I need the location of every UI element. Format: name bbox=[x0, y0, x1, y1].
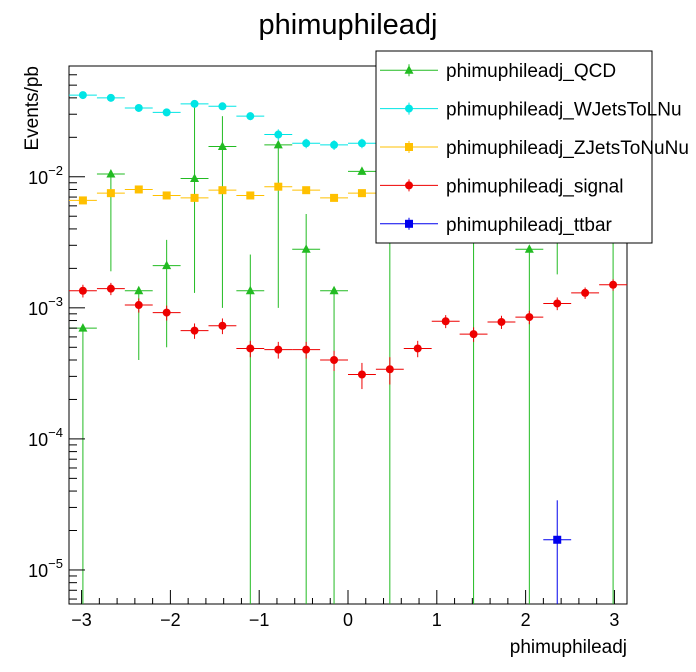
data-point bbox=[78, 286, 87, 295]
y-tick-label: 10−5 bbox=[28, 556, 63, 581]
data-point bbox=[78, 196, 87, 205]
data-point bbox=[274, 182, 283, 191]
legend-label: phimuphileadj_signal bbox=[446, 176, 623, 197]
data-point bbox=[190, 173, 200, 182]
data-point bbox=[581, 288, 590, 297]
data-point bbox=[218, 186, 227, 195]
x-tick-label: −2 bbox=[160, 610, 181, 630]
x-tick-label: 0 bbox=[343, 610, 353, 630]
legend-entry: phimuphileadj_WJetsToLNu bbox=[380, 100, 682, 121]
x-tick-label: −3 bbox=[71, 610, 92, 630]
legend-marker bbox=[404, 65, 414, 74]
legend-marker bbox=[405, 219, 413, 228]
data-point bbox=[162, 260, 172, 270]
x-tick-label: 2 bbox=[521, 610, 531, 630]
data-point bbox=[78, 323, 88, 332]
data-point bbox=[162, 191, 171, 200]
legend-marker bbox=[405, 181, 413, 190]
data-point bbox=[246, 112, 255, 121]
data-point bbox=[497, 317, 506, 326]
data-point bbox=[78, 91, 87, 100]
data-point bbox=[525, 313, 534, 322]
data-point bbox=[245, 285, 255, 295]
data-point bbox=[357, 189, 366, 198]
data-point bbox=[246, 344, 255, 353]
data-point bbox=[274, 130, 283, 139]
y-tick-label: 10−2 bbox=[28, 163, 63, 188]
y-tick-label: 10−3 bbox=[28, 294, 63, 319]
data-point bbox=[330, 140, 339, 149]
legend-entry: phimuphileadj_signal bbox=[380, 176, 623, 197]
data-point bbox=[218, 321, 227, 330]
data-point bbox=[190, 193, 199, 202]
x-tick-label: 1 bbox=[432, 610, 442, 630]
data-point bbox=[273, 139, 283, 149]
x-tick-label: 3 bbox=[609, 610, 619, 630]
data-point bbox=[190, 326, 199, 335]
data-point bbox=[106, 168, 116, 178]
data-point bbox=[106, 189, 115, 198]
legend-entry: phimuphileadj_ZJetsToNuNu bbox=[380, 138, 689, 159]
data-point bbox=[302, 186, 311, 195]
data-point bbox=[357, 370, 366, 379]
series-4 bbox=[543, 500, 572, 604]
data-point bbox=[218, 102, 227, 111]
data-layer bbox=[68, 66, 628, 604]
legend-entry: phimuphileadj_ttbar bbox=[380, 215, 613, 236]
data-point bbox=[553, 299, 562, 308]
data-point bbox=[302, 345, 311, 354]
legend-entry: phimuphileadj_QCD bbox=[380, 61, 616, 82]
data-point bbox=[413, 344, 422, 353]
data-point bbox=[106, 93, 115, 102]
data-point bbox=[274, 345, 283, 354]
series-1 bbox=[68, 91, 376, 151]
legend: phimuphileadj_QCD phimuphileadj_WJetsToLN… bbox=[375, 50, 689, 244]
data-point bbox=[106, 284, 115, 293]
data-point bbox=[357, 139, 366, 148]
data-point bbox=[441, 317, 450, 326]
data-point bbox=[134, 103, 143, 112]
legend-marker bbox=[405, 104, 413, 113]
series-2 bbox=[68, 182, 376, 205]
data-point bbox=[190, 99, 199, 108]
data-point bbox=[246, 191, 255, 200]
data-point bbox=[134, 301, 143, 310]
series-3 bbox=[68, 279, 628, 390]
data-point bbox=[162, 308, 171, 317]
axes-layer: −3 −2 −1 0 1 2 3 10−5 10−4 10−3 10−2 bbox=[28, 65, 619, 630]
y-axis-label: Events/pb bbox=[22, 66, 43, 151]
x-tick-label: −1 bbox=[249, 610, 270, 630]
data-point bbox=[302, 139, 311, 148]
x-axis-label: phimuphileadj bbox=[510, 637, 627, 658]
data-point bbox=[329, 285, 339, 295]
y-tick-label: 10−4 bbox=[28, 425, 63, 450]
data-point bbox=[217, 141, 227, 151]
data-point bbox=[134, 285, 144, 295]
data-point bbox=[609, 280, 618, 289]
legend-label: phimuphileadj_QCD bbox=[446, 61, 616, 82]
legend-label: phimuphileadj_ttbar bbox=[446, 215, 613, 236]
legend-label: phimuphileadj_ZJetsToNuNu bbox=[446, 138, 689, 159]
data-point bbox=[357, 166, 367, 175]
legend-marker bbox=[405, 143, 413, 151]
chart-title: phimuphileadj bbox=[259, 9, 438, 41]
data-point bbox=[385, 365, 394, 374]
data-point bbox=[553, 535, 562, 544]
data-point bbox=[301, 244, 311, 253]
data-point bbox=[524, 244, 534, 253]
legend-label: phimuphileadj_WJetsToLNu bbox=[446, 100, 682, 121]
data-point bbox=[330, 355, 339, 364]
data-point bbox=[330, 193, 339, 202]
data-point bbox=[134, 185, 143, 194]
data-point bbox=[162, 108, 171, 117]
data-point bbox=[469, 330, 478, 339]
